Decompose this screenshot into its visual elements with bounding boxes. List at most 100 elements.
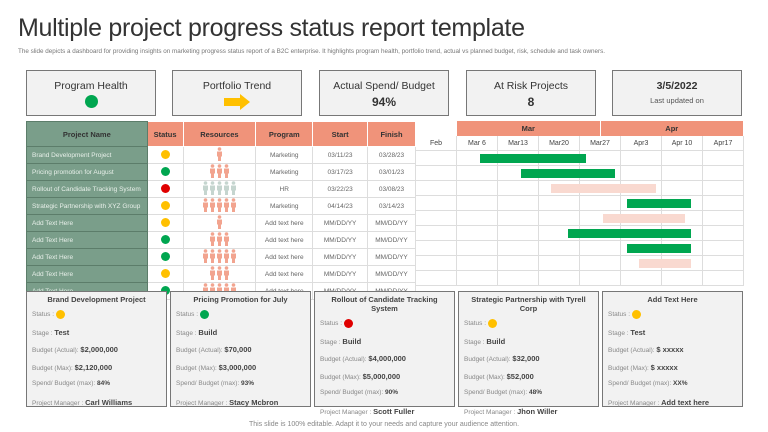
column-header: Project Name bbox=[26, 121, 148, 147]
start-cell: MM/DD/YY bbox=[312, 265, 369, 283]
stage-value: Build bbox=[342, 336, 362, 346]
kpi-label: Portfolio Trend bbox=[202, 80, 272, 92]
status-label: Status : bbox=[32, 311, 55, 319]
resources-cell bbox=[182, 248, 257, 266]
gantt-bar[interactable] bbox=[626, 199, 692, 208]
budget-max-label: Budget (Max): bbox=[464, 373, 505, 381]
stage-value: Test bbox=[630, 327, 646, 337]
stage-value: Test bbox=[54, 327, 70, 337]
stage-value: Build bbox=[198, 327, 218, 337]
project-card: Rollout of Candidate Tracking System Stat… bbox=[314, 291, 455, 416]
budget-max-value: $5,000,000 bbox=[362, 371, 401, 381]
status-cell bbox=[146, 231, 184, 249]
resources-cell bbox=[182, 180, 257, 198]
status-cell bbox=[146, 180, 184, 198]
card-title: Add Text Here bbox=[647, 295, 698, 304]
status-dot-icon bbox=[160, 268, 170, 278]
spend-label: Spend/ Budget (max): bbox=[320, 389, 384, 396]
gantt-week-row: Feb Mar 6 Mar13 Mar20 Mar27 Apr3 Apr 10 Apr17 bbox=[416, 136, 744, 151]
start-cell: MM/DD/YY bbox=[312, 214, 369, 232]
kpi-label: Program Health bbox=[54, 80, 128, 92]
finish-cell: 03/28/23 bbox=[367, 146, 416, 164]
status-label: Status : bbox=[608, 311, 631, 319]
budget-max-value: $3,000,000 bbox=[218, 362, 257, 372]
gantt-bar[interactable] bbox=[626, 244, 692, 253]
gantt-week-label: Apr3 bbox=[621, 136, 662, 151]
pm-value: Stacy Mcbron bbox=[229, 397, 279, 407]
budget-max-label: Budget (Max): bbox=[608, 364, 649, 372]
gantt-month: Apr bbox=[600, 121, 744, 136]
status-cell bbox=[146, 214, 184, 232]
status-cell bbox=[146, 197, 184, 215]
kpi-actual-spend: Actual Spend/ Budget 94% bbox=[319, 70, 449, 116]
stage-label: Stage : bbox=[608, 329, 629, 337]
status-dot-icon bbox=[343, 319, 353, 328]
table-row[interactable]: Strategic Partnership with XYZ Group Mark… bbox=[26, 197, 416, 215]
page-title: Multiple project progress status report … bbox=[18, 14, 525, 42]
status-dot-icon bbox=[160, 217, 170, 227]
status-dot-icon bbox=[160, 251, 170, 261]
card-title: Strategic Partnership with Tyrell Corp bbox=[471, 295, 586, 313]
table-row[interactable]: Pricing promotion for August Marketing 03/… bbox=[26, 163, 416, 181]
program-cell: HR bbox=[255, 180, 314, 198]
program-cell: Add text here bbox=[255, 214, 314, 232]
column-header: Program bbox=[255, 121, 314, 147]
gantt-bar[interactable] bbox=[638, 259, 692, 268]
spend-value: XX% bbox=[673, 380, 688, 387]
stage-value: Build bbox=[486, 336, 506, 346]
project-name-cell: Add Text Here bbox=[26, 265, 148, 283]
table-row[interactable]: Rollout of Candidate Tracking System HR 03… bbox=[26, 180, 416, 198]
pm-value: Carl Williams bbox=[85, 397, 133, 407]
column-header: Status bbox=[146, 121, 184, 147]
budget-max-label: Budget (Max): bbox=[32, 364, 73, 372]
status-dot-icon bbox=[55, 310, 65, 319]
start-cell: MM/DD/YY bbox=[312, 231, 369, 249]
budget-actual-label: Budget (Actual): bbox=[320, 356, 367, 363]
spend-label: Spend/ Budget (max): bbox=[464, 389, 528, 396]
resources-cell bbox=[182, 214, 257, 232]
pm-label: Project Manager : bbox=[608, 399, 660, 407]
gantt-bar[interactable] bbox=[568, 229, 692, 238]
gantt-bar[interactable] bbox=[550, 184, 657, 193]
people-icon bbox=[209, 266, 230, 282]
health-status-dot-icon bbox=[84, 95, 98, 108]
gantt-row bbox=[416, 211, 744, 226]
gantt-week-label: Mar 6 bbox=[457, 136, 498, 151]
kpi-at-risk: At Risk Projects 8 bbox=[466, 70, 596, 116]
program-cell: Add text here bbox=[255, 265, 314, 283]
footer-note: This slide is 100% editable. Adapt it to… bbox=[248, 421, 520, 428]
spend-value: 90% bbox=[385, 389, 399, 396]
stage-label: Stage : bbox=[176, 329, 197, 337]
project-name-cell: Rollout of Candidate Tracking System bbox=[26, 180, 148, 198]
start-cell: 04/14/23 bbox=[312, 197, 369, 215]
budget-max-value: $ xxxxx bbox=[650, 362, 678, 372]
finish-cell: 03/14/23 bbox=[367, 197, 416, 215]
pm-label: Project Manager : bbox=[320, 408, 372, 416]
gantt-week-label: Mar20 bbox=[539, 136, 580, 151]
gantt-bar[interactable] bbox=[521, 169, 616, 178]
finish-cell: MM/DD/YY bbox=[367, 248, 416, 266]
pm-label: Project Manager : bbox=[464, 408, 516, 416]
table-row[interactable]: Brand Development Project Marketing 03/11/… bbox=[26, 146, 416, 164]
status-cell bbox=[146, 163, 184, 181]
arrow-right-icon bbox=[224, 94, 250, 110]
budget-actual-label: Budget (Actual): bbox=[176, 347, 223, 354]
gantt-bar[interactable] bbox=[480, 154, 586, 163]
finish-cell: MM/DD/YY bbox=[367, 214, 416, 232]
project-card: Brand Development Project Status : Stage … bbox=[26, 291, 167, 407]
status-dot-icon bbox=[631, 310, 641, 319]
project-name-cell: Add Text Here bbox=[26, 248, 148, 266]
pm-value: Add text here bbox=[661, 397, 710, 407]
gantt-week-label: Apr17 bbox=[703, 136, 744, 151]
status-cell bbox=[146, 265, 184, 283]
budget-max-value: $2,120,000 bbox=[74, 362, 113, 372]
gantt-bar[interactable] bbox=[603, 214, 686, 223]
finish-cell: 03/01/23 bbox=[367, 163, 416, 181]
finish-cell: MM/DD/YY bbox=[367, 231, 416, 249]
program-cell: Marketing bbox=[255, 197, 314, 215]
project-card: Pricing Promotion for July Status : Stage… bbox=[170, 291, 311, 407]
